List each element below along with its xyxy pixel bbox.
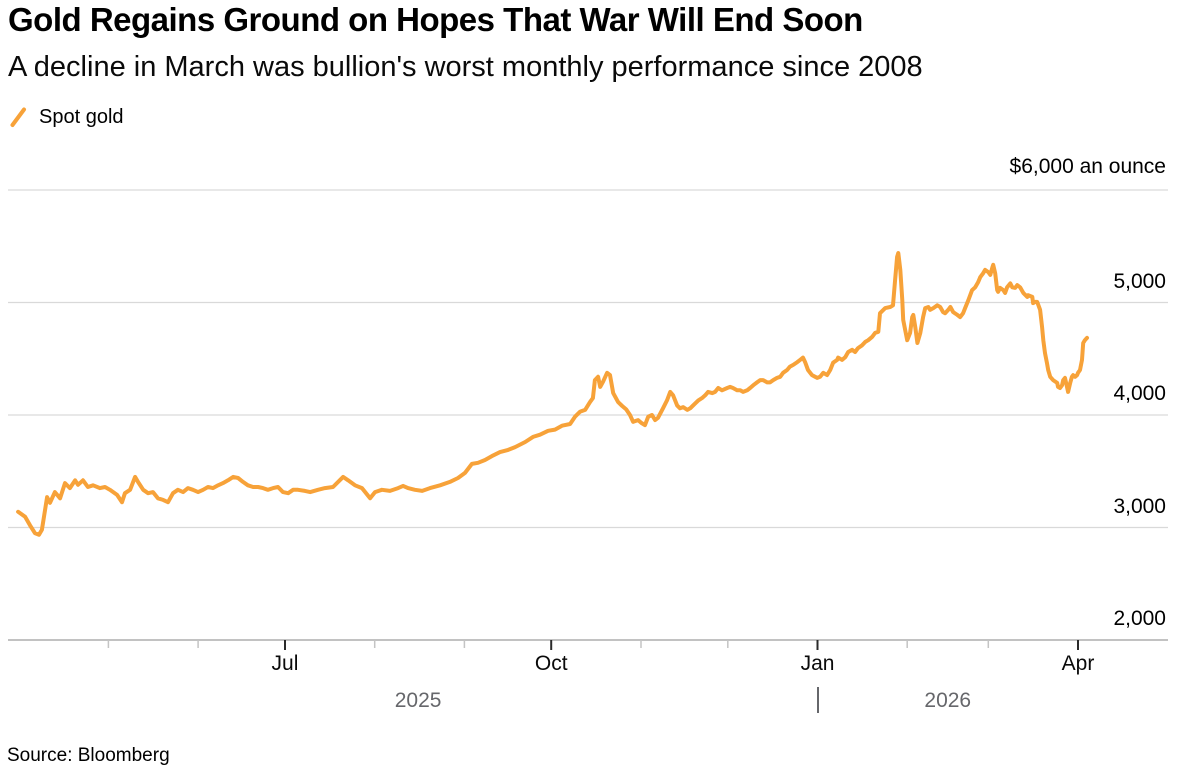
y-axis-label-5000: 5,000 — [1113, 269, 1166, 293]
year-divider — [816, 687, 819, 713]
chart-title: Gold Regains Ground on Hopes That War Wi… — [8, 1, 863, 38]
y-axis-unit-label: $6,000 an ounce — [1009, 155, 1166, 178]
x-axis-label-Oct: Oct — [534, 652, 568, 675]
y-axis-label-3000: 3,000 — [1113, 494, 1166, 518]
year-label-2025: 2025 — [394, 689, 442, 712]
year-label-2026: 2026 — [924, 689, 972, 712]
x-axis-label-Jan: Jan — [800, 652, 835, 675]
legend: Spot gold — [9, 106, 124, 129]
legend-label: Spot gold — [39, 106, 124, 128]
y-axis-label-2000: 2,000 — [1113, 607, 1166, 630]
spot-gold-series-line — [16, 251, 1089, 537]
chart-subtitle: A decline in March was bullion's worst m… — [8, 51, 923, 83]
x-axis-label-Jul: Jul — [271, 652, 299, 675]
spot-gold-slash-icon — [10, 107, 26, 127]
y-axis-label-4000: 4,000 — [1113, 382, 1166, 405]
source-note: Source: Bloomberg — [7, 745, 170, 766]
x-axis-label-Apr: Apr — [1061, 652, 1095, 675]
